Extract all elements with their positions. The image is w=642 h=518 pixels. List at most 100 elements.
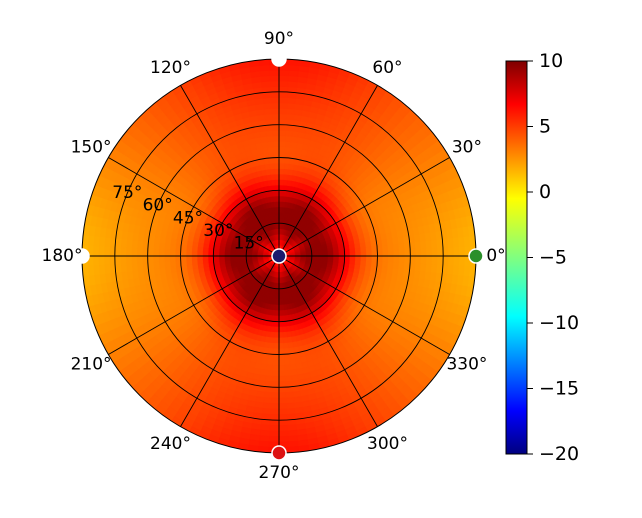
colorbar-tick-label: −10 (539, 312, 579, 334)
heatmap-cell (274, 152, 279, 158)
colorbar-tick-label: 5 (539, 116, 551, 138)
heatmap-cell (270, 332, 275, 338)
heatmap-cell (334, 256, 340, 259)
heatmap-cell (393, 243, 399, 250)
heatmap-cell (279, 114, 286, 120)
heatmap-cell (279, 130, 286, 136)
heatmap-cell (265, 381, 272, 387)
heatmap-cell (115, 247, 121, 256)
point-marker (272, 446, 286, 460)
heatmap-cell (266, 376, 273, 382)
heatmap-cell (273, 365, 279, 371)
heatmap-cell (443, 247, 449, 256)
heatmap-cell (399, 243, 405, 250)
radial-tick-label: 75° (112, 183, 142, 203)
heatmap-cell (415, 241, 421, 249)
heatmap-cell (454, 256, 460, 265)
heatmap-cell (115, 256, 121, 265)
heatmap-cell (382, 245, 388, 251)
heatmap-cell (175, 245, 181, 251)
colorbar-tick-label: −20 (539, 443, 579, 465)
heatmap-cell (279, 371, 285, 377)
heatmap-cell (388, 244, 394, 250)
heatmap-cell (355, 260, 361, 265)
heatmap-cell (279, 136, 285, 142)
heatmap-cell (268, 354, 274, 360)
heatmap-cell (271, 103, 279, 109)
heatmap-cell (170, 250, 176, 256)
heatmap-cell (285, 130, 292, 136)
heatmap-cell (279, 86, 288, 92)
heatmap-cell (279, 92, 288, 98)
heatmap-cell (192, 247, 198, 252)
point-marker (272, 249, 286, 263)
heatmap-cell (432, 248, 438, 256)
heatmap-cell (170, 261, 176, 267)
heatmap-cell (279, 147, 285, 153)
angular-tick-label: 120° (150, 58, 191, 78)
heatmap-cell (416, 256, 422, 263)
heatmap-cell (279, 376, 286, 382)
heatmap-cell (219, 253, 225, 256)
heatmap-cell (273, 360, 279, 366)
heatmap-cell (159, 262, 165, 269)
heatmap-cell (274, 163, 279, 169)
heatmap-cell (268, 359, 274, 365)
heatmap-cell (279, 382, 286, 388)
heatmap-cell (279, 431, 288, 437)
heatmap-cell (274, 338, 279, 344)
heatmap-cell (339, 256, 345, 259)
heatmap-cell (98, 247, 104, 256)
heatmap-cell (382, 261, 388, 267)
angular-tick-label: 240° (150, 434, 191, 454)
heatmap-cell (270, 425, 279, 431)
heatmap-cell (377, 256, 383, 261)
heatmap-cell (279, 409, 287, 415)
colorbar-tick-label: −5 (539, 247, 567, 269)
heatmap-cell (410, 249, 416, 256)
heatmap-cell (272, 125, 279, 131)
heatmap-cell (279, 141, 285, 147)
heatmap-cell (131, 248, 137, 256)
heatmap-cell (437, 247, 443, 256)
heatmap-cell (197, 247, 203, 252)
heatmap-cell (372, 261, 378, 266)
heatmap-cell (361, 256, 367, 261)
heatmap-cell (270, 431, 279, 437)
heatmap-cell (148, 249, 154, 256)
heatmap-cell (153, 243, 159, 250)
angular-tick-label: 60° (372, 58, 402, 78)
heatmap-cell (427, 248, 433, 256)
heatmap-cell (366, 251, 372, 256)
heatmap-cell (283, 169, 288, 175)
heatmap-cell (279, 365, 285, 371)
heatmap-cell (415, 263, 421, 271)
heatmap-cell (279, 387, 286, 393)
heatmap-cell (285, 370, 292, 376)
heatmap-cell (285, 141, 291, 147)
heatmap-cell (137, 241, 143, 249)
angular-tick-label: 0° (486, 246, 505, 266)
heatmap-cell (404, 263, 410, 270)
colorbar-tick-label: −15 (539, 378, 579, 400)
heatmap-cell (270, 75, 279, 81)
angular-tick-label: 180° (42, 246, 83, 266)
heatmap-cell (271, 404, 279, 410)
heatmap-cell (164, 256, 170, 262)
heatmap-cell (175, 256, 181, 261)
heatmap-cell (148, 256, 154, 263)
heatmap-cell (279, 103, 287, 109)
heatmap-cell (286, 125, 293, 131)
heatmap-cell (279, 158, 284, 164)
heatmap-cell (366, 256, 372, 261)
angular-tick-label: 150° (71, 138, 112, 158)
heatmap-cell (104, 247, 110, 256)
heatmap-cell (279, 81, 288, 87)
heatmap-cell (284, 158, 289, 164)
heatmap-cell (279, 338, 284, 344)
heatmap-cell (279, 360, 285, 366)
angular-tick-label: 330° (446, 355, 487, 375)
heatmap-cell (283, 174, 288, 180)
heatmap-cell (448, 256, 454, 265)
